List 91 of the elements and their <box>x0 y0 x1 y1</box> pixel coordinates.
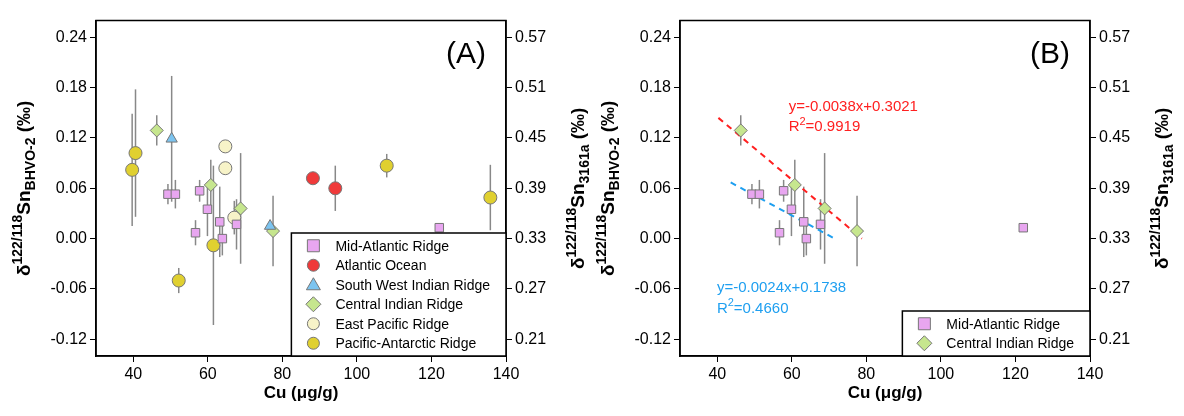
x-axis-title: Cu (μg/g) <box>847 383 923 403</box>
y2-tick-label: 0.21 <box>1099 329 1131 347</box>
legend-label: Atlantic Ocean <box>335 257 427 274</box>
point <box>815 219 826 230</box>
x-tick-label: 120 <box>1002 365 1029 383</box>
y-tick-label: 0.24 <box>639 27 672 45</box>
y2-tick-label: 0.51 <box>1099 78 1131 96</box>
y2-tick-label: 0.51 <box>515 78 547 96</box>
y2-axis-title: δ122/118Sn3161a (‰) <box>563 107 593 270</box>
legend-label: Central Indian Ridge <box>946 335 1075 352</box>
point <box>434 222 445 233</box>
y2-axis-title: δ122/118Sn3161a (‰) <box>1147 107 1177 270</box>
point <box>231 219 242 230</box>
x-axis-title: Cu (μg/g) <box>263 383 339 403</box>
point <box>203 177 218 192</box>
y2-tick-label: 0.45 <box>1099 128 1131 146</box>
y-tick-label: 0.18 <box>639 78 672 96</box>
y2-tick-label: 0.57 <box>1099 27 1131 45</box>
point <box>379 158 394 173</box>
point <box>171 273 186 288</box>
point <box>817 201 832 216</box>
point <box>215 217 225 227</box>
point <box>233 201 248 216</box>
y2-tick-label: 0.33 <box>1099 229 1131 247</box>
point <box>217 233 228 244</box>
y-tick-label: -0.06 <box>634 279 672 297</box>
y2-tick-label: 0.27 <box>515 279 547 297</box>
y2-tick-label: 0.39 <box>1099 178 1131 196</box>
y2-tick-label: 0.45 <box>515 128 547 146</box>
y-axis-title: δ122/118SnBHVO-2 (‰) <box>593 100 623 277</box>
point <box>218 161 233 176</box>
y2-tick-label: 0.27 <box>1099 279 1131 297</box>
x-tick-label: 140 <box>492 365 520 383</box>
y-tick-label: 0.00 <box>55 229 88 247</box>
point <box>328 181 343 196</box>
point <box>165 131 178 143</box>
y2-tick-label: 0.33 <box>515 229 547 247</box>
point <box>774 228 785 238</box>
point <box>202 204 213 215</box>
point <box>149 123 164 138</box>
point <box>128 146 143 161</box>
y2-tick-label: 0.57 <box>515 27 547 45</box>
point <box>483 190 498 205</box>
x-tick-label: 100 <box>927 365 955 383</box>
text: (A) <box>446 35 486 69</box>
legend-label: Mid-Atlantic Ridge <box>335 237 450 254</box>
y2-tick-label: 0.39 <box>515 178 547 196</box>
point <box>170 189 181 199</box>
point <box>206 238 221 253</box>
x-tick-label: 60 <box>198 365 217 383</box>
x-tick-label: 140 <box>1076 365 1104 383</box>
y-tick-label: -0.12 <box>634 329 672 347</box>
point <box>799 217 809 227</box>
x-tick-label: 40 <box>708 365 727 383</box>
x-tick-label: 80 <box>857 365 876 383</box>
y-tick-label: 0.00 <box>639 229 672 247</box>
point <box>778 186 789 196</box>
legend-label: South West Indian Ridge <box>335 276 491 293</box>
point <box>218 139 233 154</box>
x-tick-label: 100 <box>343 365 371 383</box>
y-tick-label: 0.06 <box>639 178 672 196</box>
point <box>125 162 140 177</box>
point <box>733 123 748 138</box>
point <box>190 228 201 238</box>
y-tick-label: 0.12 <box>55 128 88 146</box>
point <box>787 177 802 192</box>
legend-label: Central Indian Ridge <box>335 296 464 313</box>
legend-label: Pacific-Antarctic Ridge <box>335 335 477 352</box>
y-axis-title: δ122/118SnBHVO-2 (‰) <box>9 100 39 277</box>
y-tick-label: 0.06 <box>55 178 88 196</box>
legend-label: East Pacific Ridge <box>335 315 450 332</box>
x-tick-label: 40 <box>124 365 143 383</box>
x-tick-label: 80 <box>273 365 292 383</box>
x-tick-label: 60 <box>782 365 801 383</box>
y-tick-label: -0.12 <box>50 329 88 347</box>
point <box>1018 222 1029 233</box>
legend-label: Mid-Atlantic Ridge <box>946 315 1061 332</box>
point <box>305 171 320 186</box>
text: (B) <box>1030 35 1070 69</box>
point <box>850 224 865 239</box>
y-tick-label: 0.12 <box>639 128 672 146</box>
y-tick-label: 0.18 <box>55 78 88 96</box>
point <box>786 204 797 215</box>
point <box>754 189 765 199</box>
point <box>194 186 205 196</box>
point <box>801 233 812 244</box>
point <box>263 219 277 230</box>
y-tick-label: -0.06 <box>50 279 88 297</box>
x-tick-label: 120 <box>418 365 445 383</box>
y2-tick-label: 0.21 <box>515 329 547 347</box>
y-tick-label: 0.24 <box>55 27 88 45</box>
